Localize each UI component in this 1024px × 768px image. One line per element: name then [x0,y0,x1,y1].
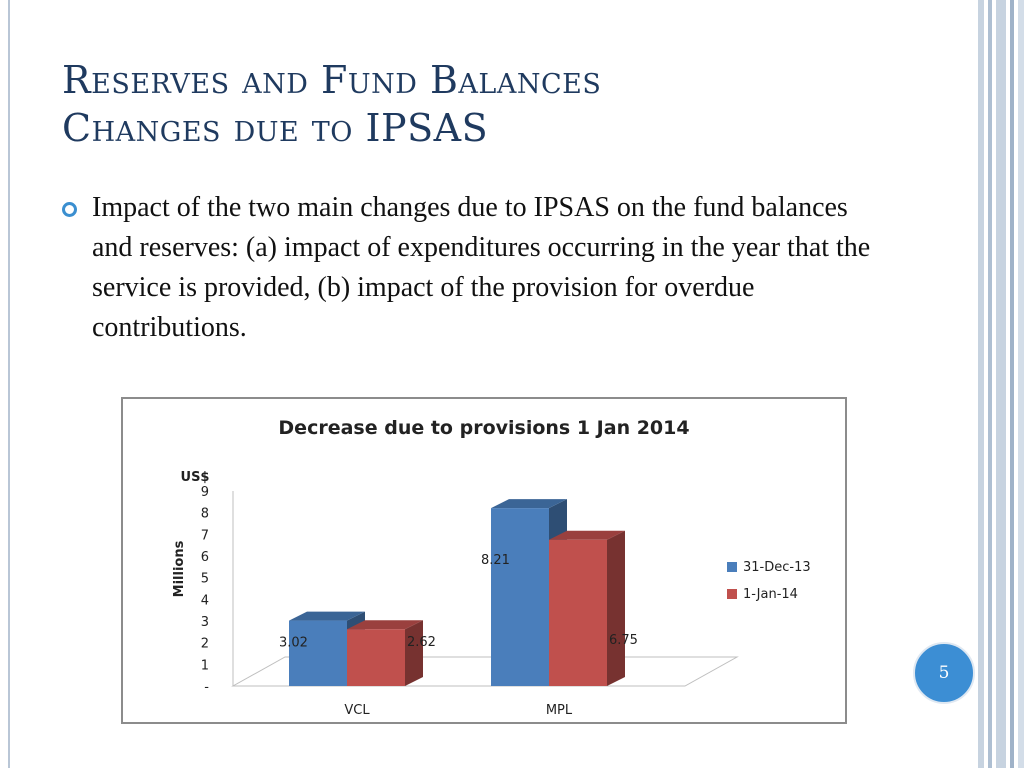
legend-swatch [727,562,737,572]
x-tick-label: VCL [344,703,370,718]
legend-label: 31-Dec-13 [743,560,811,575]
x-tick-label: MPL [546,703,573,718]
bar-data-label: 2.62 [407,635,436,650]
bar-front-face [491,508,549,686]
y-tick-label: 3 [201,615,209,630]
chart-frame: Decrease due to provisions 1 Jan 2014 US… [121,397,847,724]
chart-title: Decrease due to provisions 1 Jan 2014 [278,417,689,439]
bullet-text: Impact of the two main changes due to IP… [92,192,871,343]
slide-title: Reserves and Fund Balances Changes due t… [62,56,922,152]
y-tick-label: 1 [201,658,209,673]
bar-data-label: 3.02 [279,636,308,651]
legend-label: 1-Jan-14 [743,587,798,602]
slide-title-line-2: Changes due to IPSAS [62,106,489,150]
left-border-rule [8,0,10,768]
bar-side-face [405,620,423,686]
bar-data-label: 8.21 [481,553,510,568]
bar-chart: Decrease due to provisions 1 Jan 2014 US… [172,417,811,718]
y-tick-label: 7 [201,528,209,543]
bar-front-face [549,539,607,686]
bullet-circle-icon [62,202,77,217]
y-tick-label: 8 [201,507,209,522]
y-tick-label: 5 [201,572,209,587]
y-tick-label: 2 [201,637,209,652]
slide-title-line-1: Reserves and Fund Balances [62,58,602,102]
legend-swatch [727,589,737,599]
bar-side-face [607,530,625,686]
bar-top-face [347,620,423,630]
y-tick-label: - [204,680,209,695]
page-number-badge: 5 [913,642,975,704]
y-unit-label: US$ [181,470,210,485]
y-axis-label: Millions [172,540,187,597]
bar-front-face [347,629,405,686]
bar [347,620,423,686]
bar-top-face [491,499,567,509]
right-decorative-stripes [978,0,1024,768]
bar [549,530,625,686]
bar-top-face [289,611,365,621]
bar-front-face [289,620,347,686]
bar-top-face [549,530,625,540]
y-tick-label: 4 [201,593,209,608]
y-tick-label: 9 [201,485,209,500]
bar-data-label: 6.75 [609,633,638,648]
y-tick-label: 6 [201,550,209,565]
